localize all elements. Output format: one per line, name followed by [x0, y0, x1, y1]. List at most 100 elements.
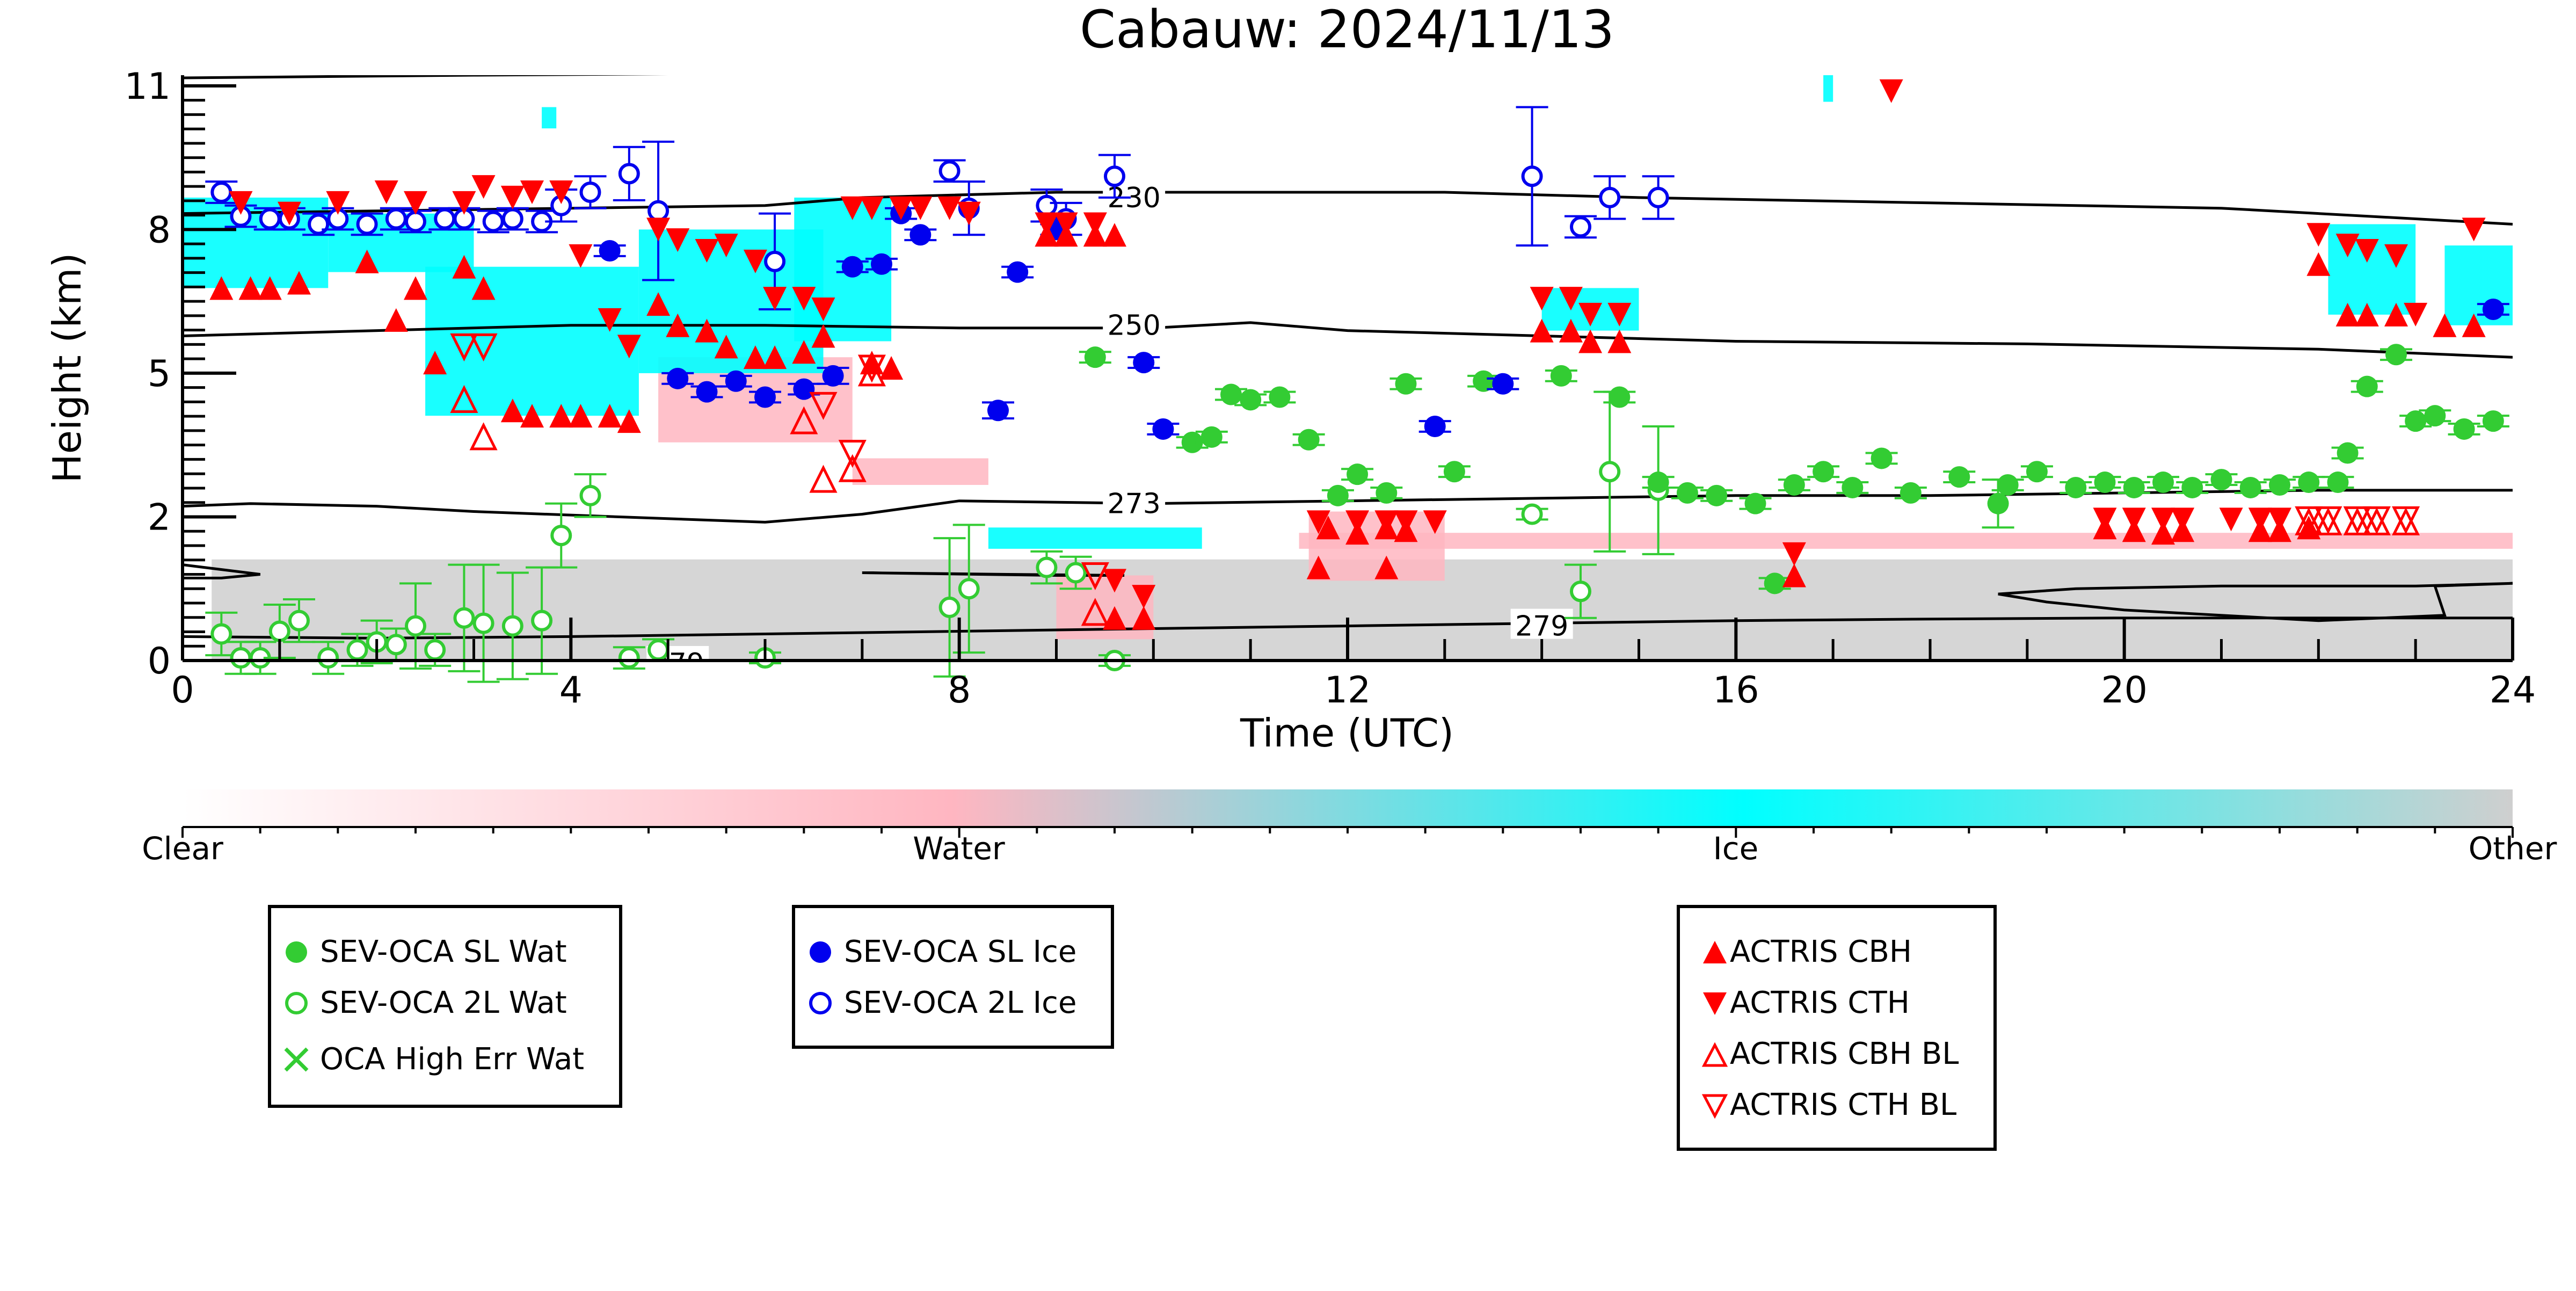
point-sev-oca-sl-wat — [2210, 469, 2232, 491]
point-sev-oca-2l-ice — [579, 182, 601, 203]
colorbar-label-ice: Ice — [1713, 830, 1759, 867]
legend-oca-ice: SEV-OCA SL Ice SEV-OCA 2L Ice — [792, 905, 1114, 1049]
point-sev-oca-2l-ice — [385, 208, 407, 230]
contour-line — [862, 571, 1125, 577]
point-sev-oca-2l-wat — [424, 639, 446, 661]
point-actris-cth — [404, 191, 427, 215]
contour-line — [183, 321, 2513, 359]
point-actris-cbh — [1132, 606, 1156, 630]
point-sev-oca-sl-wat — [1443, 461, 1465, 483]
point-actris-cbh — [598, 404, 622, 428]
point-sev-oca-sl-wat — [2453, 418, 2475, 440]
point-actris-cbh — [2433, 313, 2457, 337]
point-sev-oca-sl-ice — [696, 381, 718, 403]
point-sev-oca-sl-ice — [2482, 299, 2504, 320]
point-sev-oca-sl-ice — [667, 367, 689, 389]
point-actris-cbh — [1559, 318, 1583, 343]
point-actris-cth-bl — [857, 354, 886, 383]
point-actris-cbh — [1103, 606, 1126, 630]
point-sev-oca-sl-wat — [1647, 472, 1669, 494]
region-ice — [988, 527, 1202, 549]
point-actris-cbh — [471, 276, 496, 300]
point-sev-oca-2l-wat — [647, 639, 670, 661]
colorbar-label-clear: Clear — [142, 830, 223, 867]
point-actris-cth — [229, 191, 253, 215]
point-sev-oca-sl-wat — [2424, 405, 2446, 427]
point-actris-cbh-bl — [469, 422, 498, 451]
point-actris-cbh — [1578, 329, 1603, 353]
point-sev-oca-sl-ice — [822, 365, 844, 387]
point-actris-cth-bl — [1081, 562, 1109, 591]
point-sev-oca-2l-ice — [1521, 165, 1543, 187]
point-actris-cth — [937, 196, 962, 220]
point-actris-cth — [889, 196, 913, 220]
point-actris-cbh — [209, 276, 234, 300]
point-actris-cbh — [743, 345, 767, 369]
region-ice — [1823, 75, 1833, 102]
point-actris-cbh — [1316, 516, 1340, 540]
point-actris-cbh — [287, 271, 311, 295]
point-sev-oca-sl-wat — [1900, 482, 1922, 504]
point-sev-oca-sl-wat — [1948, 466, 1970, 488]
point-sev-oca-sl-wat — [1240, 389, 1262, 411]
point-actris-cth — [2268, 507, 2291, 532]
point-actris-cth — [860, 196, 884, 220]
point-actris-cth — [1132, 585, 1156, 609]
point-sev-oca-2l-ice — [1036, 194, 1058, 216]
point-actris-cth — [2151, 507, 2175, 532]
legend-actris: ACTRIS CBH ACTRIS CTH ACTRIS CBH BL ACTR… — [1677, 905, 1997, 1151]
point-sev-oca-sl-wat — [1987, 492, 2009, 514]
legend-label: SEV-OCA SL Ice — [844, 934, 1076, 969]
point-actris-cbh — [2384, 302, 2408, 327]
point-sev-oca-2l-wat — [531, 610, 553, 632]
point-sev-oca-sl-ice — [909, 224, 932, 246]
point-actris-cbh — [2462, 313, 2486, 337]
x-tick-label: 16 — [1713, 669, 1759, 712]
contour-label-bg — [1103, 308, 1166, 338]
point-sev-oca-2l-wat — [385, 634, 407, 656]
point-actris-cth — [2355, 239, 2379, 263]
point-actris-cth — [1782, 542, 1806, 566]
legend-marker-filled-circle-blue — [810, 941, 831, 963]
contour-label: 279 — [1515, 611, 1568, 643]
point-sev-oca-sl-ice — [1492, 373, 1514, 395]
point-actris-cth — [2093, 507, 2117, 532]
contour-line — [183, 75, 668, 79]
colorbar-bar — [183, 789, 2513, 827]
point-sev-oca-sl-wat — [2482, 410, 2504, 432]
point-sev-oca-sl-wat — [2405, 410, 2427, 432]
point-actris-cth-bl — [469, 333, 498, 361]
point-sev-oca-sl-wat — [1269, 386, 1291, 408]
colorbar-label-other: Other — [2469, 830, 2557, 867]
point-actris-cbh — [520, 404, 544, 428]
point-sev-oca-2l-ice — [356, 213, 378, 235]
point-actris-cth — [1103, 569, 1126, 593]
point-sev-oca-sl-ice — [871, 253, 892, 275]
point-sev-oca-2l-ice — [618, 163, 640, 185]
point-actris-cth — [598, 308, 622, 332]
point-actris-cbh — [355, 249, 379, 273]
point-actris-cbh — [2335, 302, 2360, 327]
legend-marker-open-triangle-up-red — [1701, 1042, 1728, 1067]
point-sev-oca-sl-wat — [2094, 472, 2116, 494]
x-tick-label: 8 — [948, 669, 971, 712]
point-sev-oca-sl-wat — [1347, 463, 1369, 485]
contour-line — [183, 489, 2513, 524]
point-sev-oca-2l-wat — [550, 525, 572, 547]
point-actris-cth — [277, 201, 301, 226]
point-actris-cth — [2335, 234, 2360, 258]
point-sev-oca-2l-wat — [288, 610, 310, 632]
point-sev-oca-2l-ice — [1647, 186, 1669, 208]
legend-label: ACTRIS CTH BL — [1730, 1087, 1956, 1122]
point-actris-cth — [811, 298, 835, 321]
point-actris-cth-bl — [2295, 506, 2323, 534]
chart-title: Cabauw: 2024/11/13 — [1080, 0, 1614, 60]
point-sev-oca-2l-ice — [1104, 165, 1125, 187]
point-actris-cth — [471, 175, 496, 199]
point-sev-oca-sl-wat — [1997, 474, 2019, 496]
point-actris-cbh — [2151, 521, 2175, 545]
point-actris-cth — [500, 185, 525, 209]
point-actris-cbh — [1103, 223, 1126, 247]
point-actris-cth — [452, 191, 476, 215]
